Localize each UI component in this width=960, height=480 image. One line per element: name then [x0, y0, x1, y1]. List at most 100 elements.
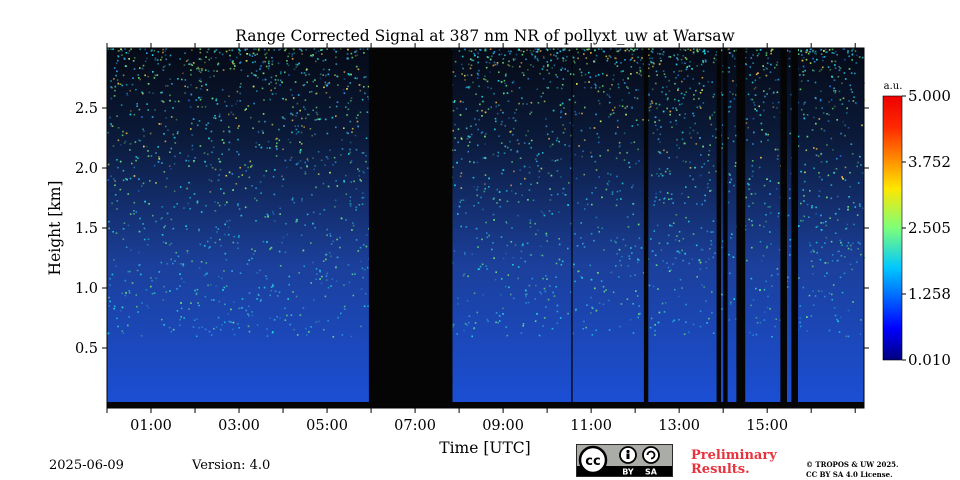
signal-speck: [570, 73, 572, 75]
signal-speck: [648, 94, 650, 97]
signal-speck: [348, 153, 350, 155]
cc-license-badge[interactable]: cc BY SA: [576, 444, 673, 477]
signal-speck: [553, 54, 555, 56]
signal-speck: [529, 49, 532, 52]
signal-speck: [291, 131, 293, 134]
signal-speck: [661, 91, 663, 93]
signal-speck: [767, 295, 769, 298]
signal-speck: [503, 92, 505, 95]
signal-speck: [494, 63, 496, 66]
signal-speck: [546, 278, 548, 280]
signal-speck: [238, 176, 240, 178]
signal-speck: [636, 71, 638, 74]
signal-speck: [265, 56, 267, 59]
signal-speck: [127, 324, 129, 327]
signal-speck: [151, 116, 154, 118]
signal-speck: [610, 271, 613, 274]
signal-speck: [164, 140, 167, 143]
signal-speck: [284, 71, 286, 74]
signal-speck: [319, 118, 322, 120]
signal-speck: [827, 66, 830, 68]
signal-speck: [574, 101, 577, 104]
signal-speck: [133, 68, 136, 70]
signal-speck: [291, 53, 294, 55]
signal-speck: [207, 284, 209, 287]
signal-speck: [152, 71, 154, 73]
signal-speck: [295, 63, 297, 66]
signal-speck: [482, 294, 484, 296]
signal-speck: [220, 244, 222, 247]
signal-speck: [214, 168, 217, 171]
signal-speck: [534, 320, 537, 322]
signal-speck: [469, 58, 472, 60]
signal-speck: [829, 217, 831, 219]
signal-speck: [329, 235, 332, 237]
signal-speck: [609, 173, 612, 176]
signal-speck: [768, 87, 771, 90]
signal-speck: [545, 118, 547, 120]
signal-speck: [217, 202, 219, 204]
signal-speck: [728, 48, 730, 50]
signal-speck: [315, 118, 318, 121]
signal-speck: [612, 112, 615, 114]
signal-speck: [457, 297, 459, 300]
signal-speck: [591, 334, 594, 336]
signal-speck: [538, 170, 541, 173]
signal-speck: [555, 276, 557, 278]
signal-speck: [733, 98, 736, 100]
signal-speck: [465, 226, 468, 228]
signal-speck: [123, 57, 125, 59]
signal-speck: [262, 61, 264, 64]
signal-speck: [684, 202, 686, 204]
signal-speck: [650, 317, 653, 320]
signal-speck: [135, 159, 137, 162]
signal-speck: [802, 286, 805, 289]
signal-speck: [649, 105, 652, 108]
signal-speck: [611, 84, 613, 86]
signal-speck: [629, 318, 632, 321]
signal-speck: [544, 290, 547, 293]
signal-speck: [581, 74, 583, 77]
signal-speck: [214, 117, 217, 120]
signal-speck: [607, 149, 609, 152]
signal-speck: [758, 166, 761, 169]
signal-speck: [594, 87, 597, 89]
signal-speck: [317, 50, 320, 53]
signal-speck: [219, 51, 221, 54]
signal-speck: [693, 98, 695, 100]
signal-speck: [689, 161, 691, 164]
signal-speck: [326, 228, 328, 231]
signal-speck: [701, 76, 704, 79]
signal-speck: [514, 244, 517, 246]
signal-speck: [244, 49, 247, 51]
signal-speck: [789, 188, 791, 191]
signal-speck: [684, 113, 687, 115]
signal-speck: [466, 300, 469, 302]
signal-speck: [721, 94, 724, 96]
signal-speck: [258, 48, 260, 50]
signal-speck: [137, 139, 140, 141]
signal-speck: [139, 67, 141, 69]
signal-speck: [753, 131, 755, 134]
signal-speck: [301, 198, 303, 200]
signal-speck: [453, 250, 456, 252]
signal-speck: [560, 263, 563, 266]
signal-speck: [165, 125, 167, 128]
signal-speck: [460, 158, 463, 160]
signal-speck: [319, 278, 321, 280]
signal-speck: [728, 173, 731, 175]
signal-speck: [108, 305, 110, 307]
signal-speck: [682, 55, 685, 57]
signal-speck: [228, 171, 231, 174]
signal-speck: [847, 335, 850, 338]
signal-speck: [147, 109, 149, 111]
x-tick-label: 01:00: [130, 418, 172, 434]
signal-speck: [248, 292, 251, 294]
signal-speck: [135, 88, 137, 91]
signal-speck: [248, 315, 250, 317]
signal-speck: [281, 81, 283, 84]
signal-speck: [222, 69, 225, 71]
signal-speck: [299, 314, 302, 316]
signal-speck: [317, 173, 320, 175]
signal-speck: [259, 67, 262, 69]
